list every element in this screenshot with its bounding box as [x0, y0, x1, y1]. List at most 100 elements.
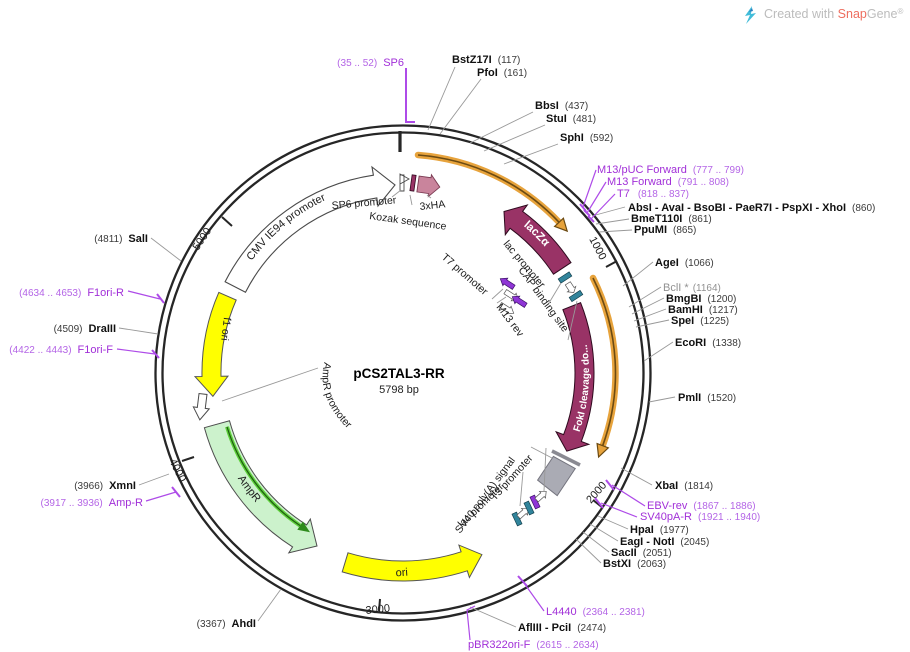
site-bmet110i[interactable]: BmeT110I (861) — [631, 213, 712, 225]
kozak-leader — [409, 194, 413, 206]
kozak-label[interactable]: Kozak sequence — [369, 210, 448, 233]
cap-binding-leader — [567, 300, 578, 341]
primer-pbr322ori-f[interactable]: pBR322ori-F (2615 .. 2634) — [468, 639, 599, 651]
cap-binding-box[interactable] — [568, 289, 584, 303]
ha-tag-label[interactable]: 3xHA — [419, 198, 446, 213]
backbone-inner-ring — [161, 131, 645, 615]
t7-promoter-label[interactable]: T7 promoter — [439, 251, 490, 298]
site-agei[interactable]: AgeI (1066) — [655, 257, 714, 269]
primer-sv40pa-r[interactable]: SV40pA-R (1921 .. 1940) — [640, 511, 760, 523]
site-ahdi[interactable]: (3367) AhdI — [197, 618, 256, 630]
site-bstxi[interactable]: BstXI (2063) — [603, 558, 666, 570]
ha-tag-leader — [426, 194, 432, 199]
site-bcli[interactable]: BclI * (1164) — [663, 282, 721, 294]
tick-label-3000: 3000 — [365, 602, 391, 616]
site-ecori[interactable]: EcoRI (1338) — [675, 337, 741, 349]
site-sphi[interactable]: SphI (592) — [560, 132, 613, 144]
primer-f1ori-r[interactable]: (4634 .. 4653) F1ori-R — [19, 287, 124, 299]
restriction-site-labels: BstZ17I (117) PfoI (161) BbsI (437) StuI (48… — [54, 54, 876, 634]
t7-promoter-arrow[interactable] — [498, 275, 516, 291]
tick-3000 — [378, 598, 381, 612]
site-stui[interactable]: StuI (481) — [546, 113, 596, 125]
snapgene-watermark: Created with SnapGene® — [745, 6, 903, 24]
site-afliii-pcii[interactable]: AflIII - PciI (2474) — [518, 622, 606, 634]
ampr-cds-core — [226, 426, 301, 527]
lac-promoter-bottom-label[interactable]: lac promoter — [456, 481, 507, 531]
primer-amp-r[interactable]: (3917 .. 3936) Amp-R — [41, 497, 144, 509]
lacz-alpha-arrow[interactable] — [503, 204, 572, 275]
lac-promoter-top-box[interactable] — [557, 271, 573, 284]
plasmid-title: pCS2TAL3-RR 5798 bp — [353, 366, 445, 396]
cmv-promoter-label[interactable]: CMV IE94 promoter — [245, 192, 328, 263]
lac-promoter-bottom-box2[interactable] — [523, 500, 535, 516]
orf-arc-right-core — [592, 277, 617, 446]
sp6-promoter-leader — [391, 189, 402, 198]
site-absi-group[interactable]: AbsI - AvaI - BsoBI - PaeR7I - PspXI - X… — [628, 202, 875, 214]
sp6-promoter-label[interactable]: SP6 promoter — [331, 194, 397, 212]
plasmid-backbone: 1000 2000 3000 4000 5000 — [154, 124, 652, 622]
tick-label-1000: 1000 — [586, 235, 608, 262]
t3-promoter-leader — [543, 447, 547, 492]
t3-promoter-arrow[interactable] — [534, 488, 550, 503]
lac-promoter-top-arrow[interactable] — [564, 281, 578, 296]
foki-cleavage-arrow[interactable] — [555, 302, 595, 452]
snapgene-logo-icon-accent — [749, 8, 753, 12]
lac-promoter-top-leader — [548, 282, 562, 304]
sv40-polya-leader — [530, 446, 553, 459]
site-pfoi[interactable]: PfoI (161) — [477, 67, 527, 79]
primer-labels: (35 .. 52) SP6 M13/pUC Forward (777 .. 799… — [9, 57, 760, 651]
site-hpai[interactable]: HpaI (1977) — [630, 524, 689, 536]
lac-promoter-bottom-leader — [519, 471, 524, 507]
features — [192, 165, 595, 582]
f1-ori-label[interactable]: f1 ori — [218, 317, 233, 342]
backbone-outer-ring — [154, 124, 652, 622]
sv40-polya-cap — [551, 449, 581, 467]
ampr-promoter-leader — [221, 367, 319, 402]
kozak-bar[interactable] — [409, 174, 417, 192]
m13-white-arrow[interactable] — [498, 301, 516, 317]
tick-1000 — [605, 260, 618, 268]
ampr-cds-arrowhead — [297, 521, 310, 533]
orf-arc-upper-arrowhead — [553, 217, 569, 233]
watermark-text: Created with SnapGene® — [764, 7, 903, 21]
tal-orf-arcs[interactable] — [414, 151, 619, 459]
tick-4000 — [181, 456, 195, 462]
m13-rev-label[interactable]: M13 rev — [494, 302, 527, 340]
site-draiii[interactable]: (4509) DraIII — [54, 323, 116, 335]
site-bamhi[interactable]: BamHI (1217) — [668, 304, 738, 316]
sv40-polya-block[interactable] — [536, 455, 577, 497]
primer-m13puc-forward[interactable]: M13/pUC Forward (777 .. 799) — [597, 164, 744, 176]
f1-ori-arrow[interactable] — [193, 291, 237, 398]
site-sacii[interactable]: SacII (2051) — [611, 547, 672, 559]
m13-rev-arrow[interactable] — [510, 293, 528, 309]
ori-arrow[interactable] — [341, 544, 483, 582]
plasmid-size: 5798 bp — [379, 384, 419, 396]
ampr-promoter-label[interactable]: AmpR promoter — [319, 361, 354, 431]
tick-5000 — [221, 216, 233, 227]
site-sali[interactable]: (4811) SalI — [94, 233, 148, 245]
primer-ebv-rev[interactable]: EBV-rev (1867 .. 1886) — [647, 500, 756, 512]
site-spei[interactable]: SpeI (1225) — [671, 315, 729, 327]
site-eagi-noti[interactable]: EagI - NotI (2045) — [620, 536, 709, 548]
site-bbsi[interactable]: BbsI (437) — [535, 100, 588, 112]
sp6-promoter-arrow[interactable] — [399, 173, 410, 192]
site-bstz17i[interactable]: BstZ17I (117) — [452, 54, 520, 66]
m13-rev-leader — [496, 296, 507, 304]
primer-t7[interactable]: T7 (818 .. 837) — [617, 188, 689, 200]
site-ppumi[interactable]: PpuMI (865) — [634, 224, 696, 236]
site-xmni[interactable]: (3966) XmnI — [74, 480, 136, 492]
site-bmgbi[interactable]: BmgBI (1200) — [666, 293, 736, 305]
primer-l4440[interactable]: L4440 (2364 .. 2381) — [546, 606, 645, 618]
primer-f1ori-f[interactable]: (4422 .. 4443) F1ori-F — [9, 344, 113, 356]
ampr-promoter-arrow[interactable] — [192, 392, 211, 421]
ori-label[interactable]: ori — [395, 567, 408, 580]
site-pmli[interactable]: PmlI (1520) — [678, 392, 736, 404]
primer-m13-forward[interactable]: M13 Forward (791 .. 808) — [607, 176, 729, 188]
cap-binding-label[interactable]: CAP binding site — [516, 265, 571, 335]
ha-tag-arrow[interactable] — [416, 173, 441, 198]
primer-sp6[interactable]: (35 .. 52) SP6 — [337, 57, 404, 69]
t7-promoter-leader — [491, 288, 504, 300]
cmv-promoter-arrow[interactable] — [224, 165, 396, 293]
site-xbai[interactable]: XbaI (1814) — [655, 480, 713, 492]
